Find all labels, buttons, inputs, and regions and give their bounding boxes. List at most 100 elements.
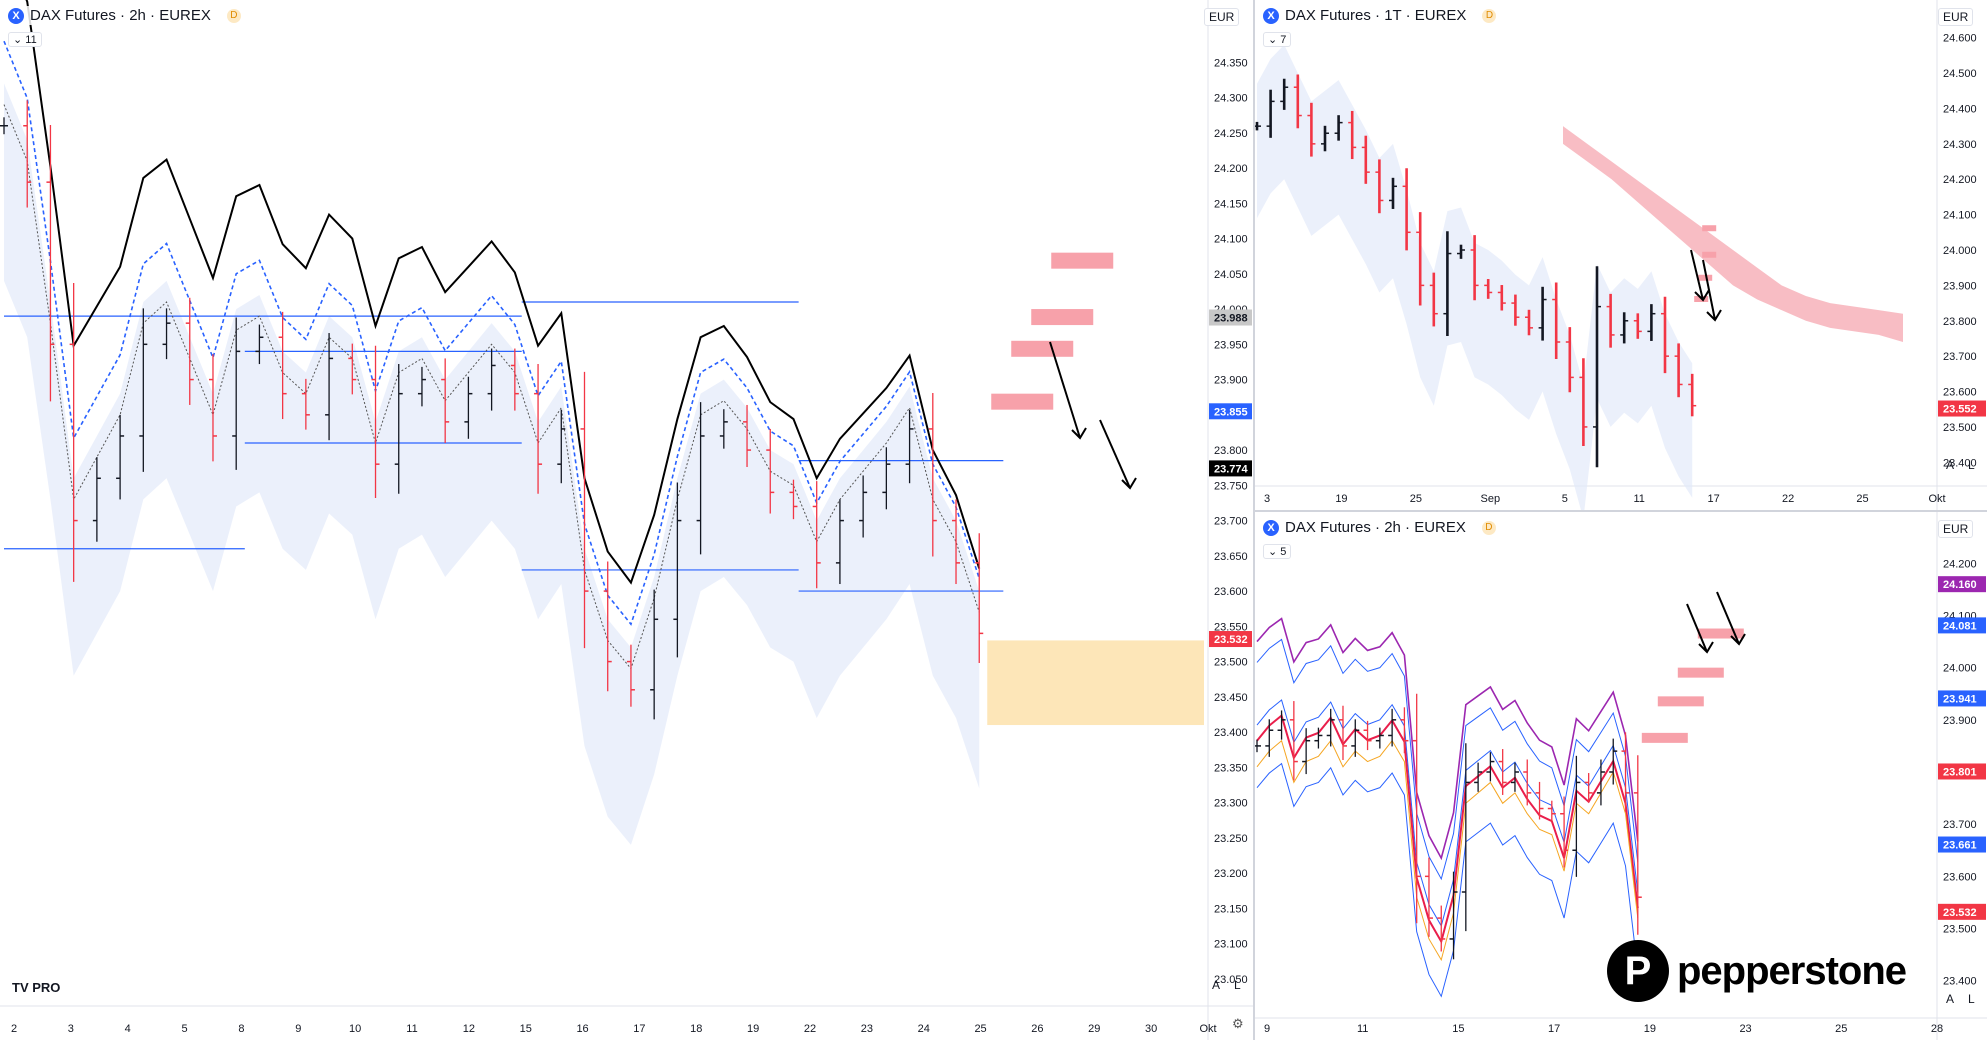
- y-tick-label: 23.600: [1214, 586, 1248, 598]
- y-tick-label: 23.300: [1214, 798, 1248, 810]
- x-tick-label: Sep: [1481, 493, 1501, 505]
- y-tick-label: 24.100: [1214, 234, 1248, 246]
- x-tick-label: 24: [918, 1023, 930, 1035]
- x-tick-label: 30: [1145, 1023, 1157, 1035]
- y-tick-label: 23.900: [1943, 280, 1977, 292]
- projection-arrow: [1716, 591, 1740, 645]
- x-tick-label: 22: [804, 1023, 816, 1035]
- price-label-bg: [1938, 903, 1986, 920]
- x-tick-label: 9: [1264, 1023, 1270, 1035]
- projection-arrowhead: [1121, 477, 1137, 490]
- price-label: 23.532: [1943, 907, 1977, 919]
- bottom-right-chart-header: X DAX Futures · 2h · EUREX D: [1263, 518, 1500, 537]
- x-tick-label: 25: [1856, 493, 1868, 505]
- panel-divider-vertical[interactable]: [1253, 0, 1255, 1040]
- x-tick-label: 17: [1708, 493, 1720, 505]
- projection-arrow: [1099, 419, 1131, 489]
- pepperstone-wordmark: pepperstone: [1677, 948, 1907, 993]
- pepperstone-logo: P pepperstone: [1607, 940, 1907, 1002]
- top-right-chart-svg[interactable]: 24.600 24.500 24.400 24.300 24.200 24.100 24.0…: [1255, 0, 1987, 510]
- y-tick-label: 24.600: [1943, 33, 1977, 45]
- currency-button[interactable]: EUR: [1938, 520, 1974, 538]
- y-tick-label: 23.500: [1943, 924, 1977, 936]
- currency-button[interactable]: EUR: [1204, 8, 1240, 26]
- ichimoku-cloud-fill: [1563, 126, 1903, 343]
- y-tick-label: 23.400: [1943, 457, 1977, 469]
- price-label: 24.081: [1943, 620, 1977, 632]
- x-tick-label: 8: [238, 1023, 244, 1035]
- auto-scale-button[interactable]: A: [1946, 458, 1955, 472]
- x-tick-label: 25: [1835, 1023, 1847, 1035]
- delayed-data-icon: D: [1482, 8, 1497, 23]
- crimson-ma-line: [1256, 713, 1639, 945]
- projection-arrowhead: [1071, 427, 1087, 440]
- x-tick-label: 11: [1634, 493, 1645, 505]
- indicator-toggle-button[interactable]: ⌄ 7: [1263, 32, 1292, 47]
- bottom-right-chart-svg[interactable]: 24.20024.10024.00023.90023.80023.70023.6…: [1255, 512, 1987, 1040]
- y-tick-label: 24.300: [1943, 139, 1977, 151]
- top-right-chart-panel[interactable]: 24.600 24.500 24.400 24.300 24.200 24.100 24.0…: [1255, 0, 1987, 510]
- projection-arrowhead: [1698, 641, 1714, 654]
- price-label-bg: [1209, 631, 1252, 648]
- resistance-zone: [1657, 696, 1704, 707]
- projection-arrowhead: [1730, 633, 1746, 646]
- x-tick-label: Okt: [1199, 1023, 1216, 1035]
- x-tick-label: 11: [1357, 1023, 1368, 1035]
- log-scale-button[interactable]: L: [1968, 992, 1975, 1006]
- indicator-toggle-button[interactable]: ⌄ 11: [8, 32, 42, 47]
- log-scale-button[interactable]: L: [1234, 978, 1241, 992]
- x-tick-label: 17: [1548, 1023, 1560, 1035]
- bollinger-band-fill: [1257, 719, 1638, 939]
- x-tick-label: 15: [1452, 1023, 1464, 1035]
- y-tick-label: 24.250: [1214, 128, 1248, 140]
- y-tick-label: 24.350: [1214, 57, 1248, 69]
- price-label: 23.661: [1943, 840, 1977, 852]
- currency-button[interactable]: EUR: [1938, 8, 1974, 26]
- support-zone: [987, 640, 1204, 726]
- top-right-chart-header: X DAX Futures · 1T · EUREX D: [1263, 6, 1501, 25]
- x-symbol-icon[interactable]: X: [1263, 519, 1279, 536]
- pepperstone-mark-icon: P: [1607, 940, 1669, 1002]
- resistance-zone: [1698, 274, 1713, 281]
- y-tick-label: 23.800: [1943, 316, 1977, 328]
- price-label-bg: [1938, 690, 1986, 707]
- indicator-count: 7: [1280, 34, 1287, 46]
- tradingview-logo: TV PRO: [12, 980, 61, 995]
- y-tick-label: 23.900: [1214, 375, 1248, 387]
- x-tick-label: 2: [11, 1023, 17, 1035]
- y-tick-label: 23.250: [1214, 833, 1248, 845]
- log-scale-button[interactable]: L: [1968, 458, 1975, 472]
- panel-divider-horizontal[interactable]: [1255, 510, 1987, 512]
- x-tick-label: 28: [1931, 1023, 1943, 1035]
- left-chart-panel[interactable]: 24.350 24.300 24.250 24.200 24.150 24.100 24.0…: [0, 0, 1253, 1040]
- price-label: 23.552: [1943, 404, 1977, 416]
- y-tick-label: 23.700: [1943, 819, 1977, 831]
- left-chart-title: DAX Futures · 2h · EUREX: [30, 7, 211, 24]
- price-label-bg: [1938, 400, 1986, 417]
- top-right-chart-title: DAX Futures · 1T · EUREX: [1285, 7, 1467, 24]
- price-label-bg: [1938, 576, 1986, 593]
- resistance-zone: [1697, 628, 1744, 639]
- projection-arrowhead: [1706, 309, 1722, 322]
- x-symbol-icon[interactable]: X: [8, 7, 24, 24]
- projection-arrow: [1049, 341, 1081, 439]
- resistance-zone: [1677, 667, 1724, 678]
- price-label: 23.855: [1214, 406, 1248, 418]
- auto-scale-button[interactable]: A: [1946, 992, 1955, 1006]
- delayed-data-icon: D: [1481, 520, 1496, 535]
- x-tick-label: 19: [1644, 1023, 1656, 1035]
- y-tick-label: 23.500: [1214, 657, 1248, 669]
- y-tick-label: 24.100: [1943, 210, 1977, 222]
- price-label: 23.988: [1214, 313, 1248, 325]
- upper-band-line: [1256, 638, 1639, 881]
- x-symbol-icon[interactable]: X: [1263, 7, 1279, 24]
- left-chart-svg[interactable]: 24.350 24.300 24.250 24.200 24.150 24.100 24.0…: [0, 0, 1253, 1040]
- y-tick-label: 23.500: [1943, 422, 1977, 434]
- auto-scale-button[interactable]: A: [1212, 978, 1221, 992]
- y-tick-label: 23.550: [1214, 621, 1248, 633]
- indicator-toggle-button[interactable]: ⌄ 5: [1263, 544, 1292, 559]
- y-tick-label: 24.300: [1214, 93, 1248, 105]
- y-tick-label: 23.700: [1214, 516, 1248, 528]
- settings-gear-icon[interactable]: ⚙: [1232, 1016, 1244, 1031]
- price-label-bg: [1209, 403, 1252, 420]
